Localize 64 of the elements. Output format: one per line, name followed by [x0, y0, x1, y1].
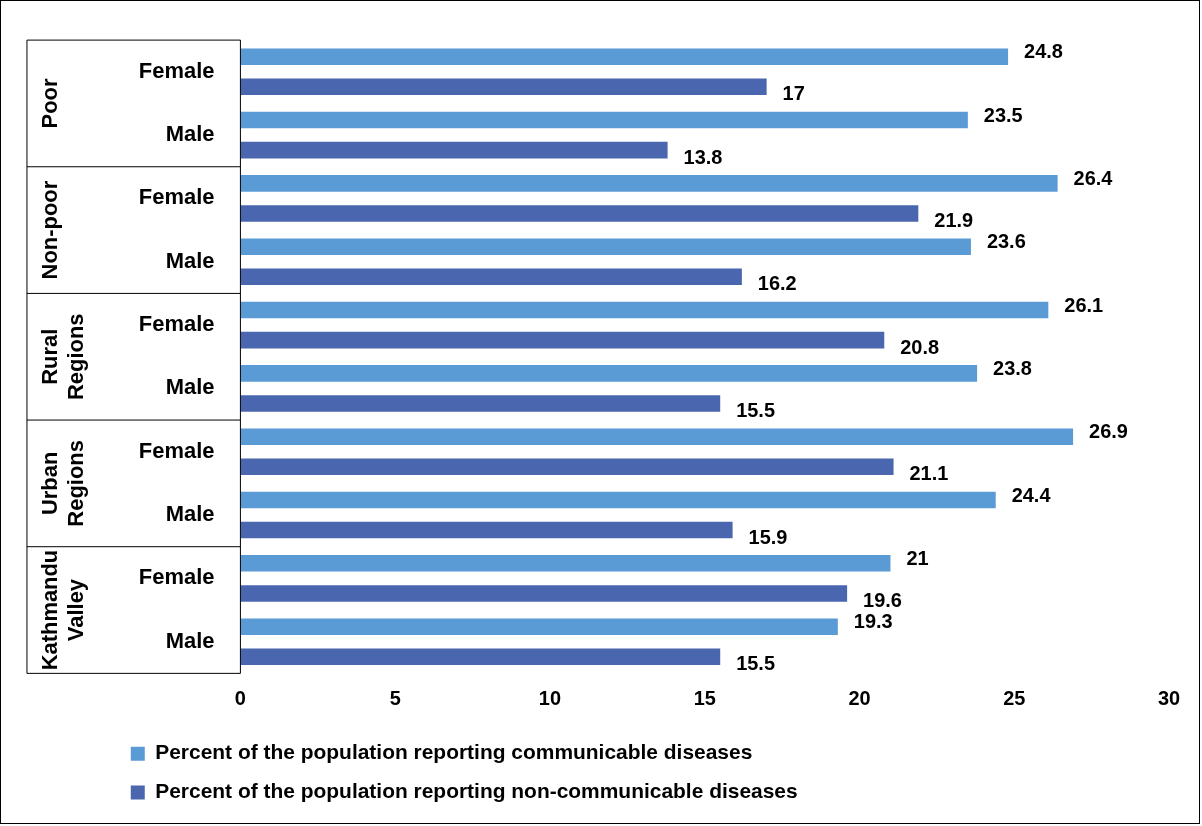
- bar: [240, 428, 1074, 445]
- bar: [240, 238, 971, 255]
- bar: [240, 648, 721, 666]
- bar: [240, 48, 1009, 65]
- x-tick-label: 30: [1157, 686, 1181, 709]
- text: Poor: [36, 78, 62, 129]
- x-tick-label: 25: [1003, 686, 1026, 709]
- y-tick-label: Male: [165, 121, 215, 147]
- data-label: 23.6: [986, 230, 1026, 253]
- bar: [240, 555, 891, 572]
- y-tick-label: Male: [165, 247, 215, 273]
- data-label: 23.8: [993, 356, 1032, 379]
- bar: [240, 395, 721, 412]
- y-tick-label: Female: [138, 564, 215, 590]
- bar: [240, 301, 1049, 319]
- x-tick-label: 0: [234, 686, 246, 709]
- data-label: 24.4: [1011, 483, 1051, 506]
- bar: [240, 78, 767, 96]
- bar: [240, 268, 742, 286]
- x-tick-label: 5: [389, 686, 401, 709]
- y-tick-label: Male: [165, 374, 215, 400]
- data-label: 21: [906, 546, 929, 569]
- y-tick-label: Female: [138, 184, 215, 210]
- data-label: 15.9: [748, 525, 788, 548]
- bar: [240, 111, 968, 129]
- bar: [240, 618, 838, 635]
- bar: [240, 141, 668, 159]
- text: Urban Regions: [36, 440, 88, 527]
- y-tick-label: Female: [138, 437, 215, 463]
- bar: [240, 175, 1058, 192]
- data-label: 24.8: [1024, 40, 1063, 63]
- data-label: 20.8: [900, 335, 940, 358]
- x-tick-label: 20: [848, 686, 871, 709]
- data-label: 26.1: [1064, 293, 1104, 316]
- data-label: 21.1: [909, 462, 949, 485]
- y-tick-label: Male: [165, 627, 215, 653]
- legend-label: Percent of the population reporting communicable diseases: [155, 740, 753, 764]
- y-tick-label: Male: [165, 501, 215, 527]
- data-label: 26.4: [1073, 166, 1113, 189]
- y-tick-label: Female: [138, 57, 215, 83]
- data-label: 15.5: [736, 652, 776, 675]
- data-label: 19.3: [853, 610, 893, 633]
- text: Rural Regions: [36, 313, 88, 400]
- x-tick-label: 15: [693, 686, 716, 709]
- bar: [240, 458, 894, 476]
- bar: [240, 491, 996, 509]
- bar: [240, 205, 919, 222]
- bar: [240, 585, 848, 602]
- text: Non-poor: [36, 180, 62, 280]
- text: Kathmandu Valley: [36, 549, 88, 671]
- data-label: 26.9: [1089, 420, 1128, 443]
- bar: [240, 331, 885, 349]
- bar: [240, 521, 733, 539]
- data-label: 19.6: [863, 588, 902, 611]
- data-label: 15.5: [736, 398, 776, 421]
- bar: [240, 365, 978, 382]
- x-tick-label: 10: [538, 686, 562, 709]
- data-label: 21.9: [934, 208, 974, 231]
- data-label: 17: [782, 82, 805, 105]
- y-tick-label: Female: [138, 311, 215, 337]
- data-label: 13.8: [683, 145, 723, 168]
- legend-label: Percent of the population reporting non-communicable diseases: [155, 779, 798, 803]
- data-label: 23.5: [983, 103, 1023, 126]
- data-label: 16.2: [757, 272, 797, 295]
